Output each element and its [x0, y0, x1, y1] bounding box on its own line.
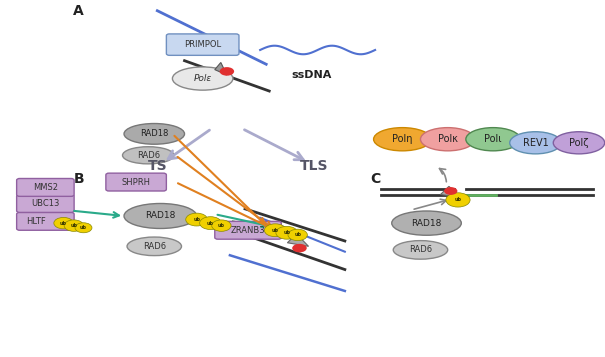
Ellipse shape — [391, 211, 461, 235]
Text: Polζ: Polζ — [569, 138, 589, 148]
Text: ub: ub — [80, 225, 87, 230]
Circle shape — [276, 226, 298, 239]
Text: UBC13: UBC13 — [31, 199, 59, 208]
Text: ub: ub — [193, 217, 200, 222]
Circle shape — [64, 220, 83, 231]
Circle shape — [200, 217, 221, 230]
Text: Polι: Polι — [485, 134, 502, 144]
Ellipse shape — [420, 128, 475, 151]
FancyBboxPatch shape — [16, 195, 74, 212]
Circle shape — [186, 213, 208, 226]
Text: ub: ub — [207, 221, 214, 226]
Text: ub: ub — [60, 221, 67, 226]
Text: SHPRH: SHPRH — [122, 177, 151, 187]
Text: PRIMPOL: PRIMPOL — [184, 40, 221, 49]
FancyBboxPatch shape — [16, 212, 74, 230]
Text: MMS2: MMS2 — [33, 183, 58, 192]
Ellipse shape — [122, 147, 174, 164]
Circle shape — [220, 67, 234, 76]
Ellipse shape — [124, 124, 185, 144]
Ellipse shape — [124, 203, 197, 228]
Text: ub: ub — [70, 223, 77, 228]
Ellipse shape — [466, 128, 520, 151]
Text: ub: ub — [283, 230, 290, 235]
Ellipse shape — [554, 132, 605, 154]
Polygon shape — [287, 234, 309, 246]
Ellipse shape — [374, 128, 431, 151]
Text: ZRANB3: ZRANB3 — [231, 226, 266, 235]
Circle shape — [212, 220, 231, 231]
Circle shape — [444, 187, 457, 195]
Text: ssDNA: ssDNA — [292, 70, 332, 80]
Text: RAD6: RAD6 — [143, 242, 166, 251]
Text: B: B — [73, 171, 84, 186]
Polygon shape — [440, 186, 461, 197]
Circle shape — [446, 193, 470, 207]
Text: Polη: Polη — [392, 134, 413, 144]
Circle shape — [292, 244, 307, 252]
Text: A: A — [73, 4, 84, 18]
Text: Polκ: Polκ — [437, 134, 458, 144]
Text: REV1: REV1 — [523, 138, 548, 148]
Text: TS: TS — [148, 159, 167, 173]
Text: RAD18: RAD18 — [411, 218, 442, 228]
Text: TLS: TLS — [300, 159, 329, 173]
Text: Polε: Polε — [194, 74, 212, 83]
Text: ub: ub — [218, 223, 225, 228]
Ellipse shape — [172, 67, 233, 90]
Polygon shape — [215, 62, 227, 75]
Circle shape — [288, 229, 307, 241]
Ellipse shape — [509, 132, 561, 154]
Ellipse shape — [393, 241, 448, 259]
Text: ub: ub — [272, 228, 279, 233]
Circle shape — [264, 224, 286, 237]
Circle shape — [54, 217, 73, 229]
Text: RAD6: RAD6 — [137, 151, 160, 160]
Text: ub: ub — [294, 232, 301, 237]
Text: RAD18: RAD18 — [145, 211, 175, 221]
FancyBboxPatch shape — [16, 178, 74, 196]
Circle shape — [75, 223, 92, 233]
Text: RAD18: RAD18 — [140, 129, 168, 139]
Ellipse shape — [127, 237, 182, 256]
Text: ub: ub — [454, 197, 462, 202]
FancyBboxPatch shape — [106, 173, 166, 191]
Text: RAD6: RAD6 — [409, 245, 432, 255]
FancyBboxPatch shape — [166, 34, 239, 55]
Text: HLTF: HLTF — [27, 217, 46, 226]
Text: C: C — [370, 171, 380, 186]
FancyBboxPatch shape — [215, 221, 281, 239]
